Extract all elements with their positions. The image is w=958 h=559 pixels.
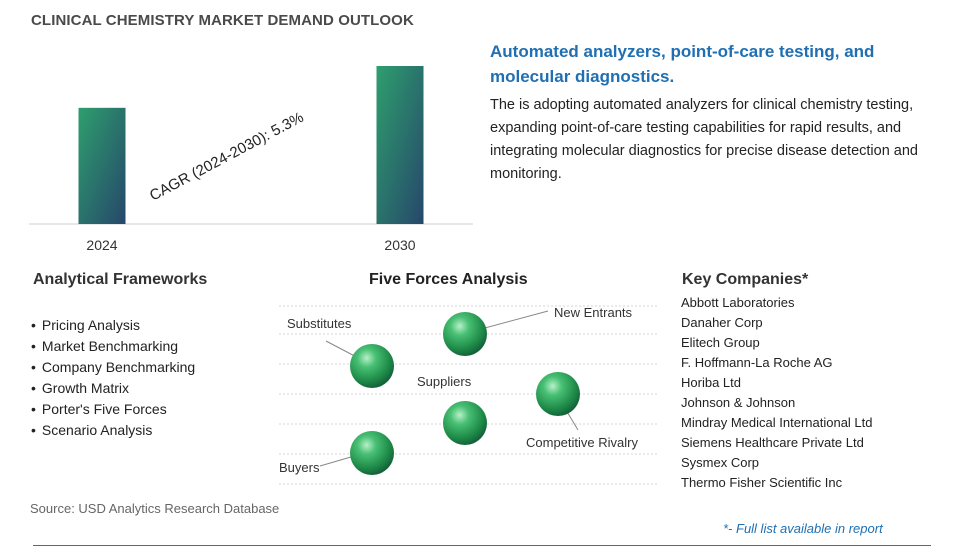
new-entrants-sphere [443, 312, 487, 356]
x-tick-label: 2024 [86, 237, 117, 253]
list-item: Growth Matrix [31, 378, 195, 399]
cagr-annotation: CAGR (2024-2030): 5.3% [147, 109, 307, 205]
page-title: CLINICAL CHEMISTRY MARKET DEMAND OUTLOOK [31, 12, 414, 29]
frameworks-heading: Analytical Frameworks [33, 271, 208, 288]
list-item: Danaher Corp [681, 315, 763, 330]
buyers-sphere [350, 431, 394, 475]
key-companies-heading: Key Companies* [682, 271, 809, 288]
bar-chart: 2024 2030 CAGR (2024-2030): 5.3% [29, 66, 473, 253]
new-entrants-label: New Entrants [554, 305, 633, 320]
bar-2030 [376, 66, 424, 224]
competitive-rivalry-sphere [536, 372, 580, 416]
bottom-divider [33, 545, 931, 546]
buyers-label: Buyers [279, 460, 320, 475]
list-item: Elitech Group [681, 335, 760, 350]
bar-2024 [78, 107, 126, 224]
list-item: Pricing Analysis [31, 315, 195, 336]
frameworks-list: Pricing Analysis Market Benchmarking Com… [31, 315, 195, 441]
list-item: Sysmex Corp [681, 455, 760, 470]
connector-line [559, 399, 579, 431]
connector-line [325, 340, 367, 363]
suppliers-sphere [443, 401, 487, 445]
list-item: Horiba Ltd [681, 375, 741, 390]
list-item: Abbott Laboratories [681, 295, 795, 310]
list-item: Thermo Fisher Scientific Inc [681, 475, 843, 490]
list-item: Porter's Five Forces [31, 399, 195, 420]
list-item: Johnson & Johnson [681, 395, 796, 410]
connector-line [319, 451, 369, 467]
list-item: Market Benchmarking [31, 336, 195, 357]
suppliers-label: Suppliers [417, 374, 472, 389]
competitive-rivalry-label: Competitive Rivalry [526, 435, 638, 450]
substitutes-sphere [350, 344, 394, 388]
source-note: Source: USD Analytics Research Database [30, 501, 280, 516]
list-item: Mindray Medical International Ltd [681, 415, 873, 430]
list-item: Siemens Healthcare Private Ltd [681, 435, 864, 450]
key-companies-list: Abbott Laboratories Danaher Corp Elitech… [681, 293, 873, 493]
connector-line [469, 310, 549, 333]
list-item: Scenario Analysis [31, 420, 195, 441]
five-forces-heading: Five Forces Analysis [369, 271, 528, 288]
list-item: Company Benchmarking [31, 357, 195, 378]
insight-description: The is adopting automated analyzers for … [490, 97, 918, 182]
insight-headline: Automated analyzers, point-of-care testi… [490, 42, 875, 86]
substitutes-label: Substitutes [287, 316, 352, 331]
footnote: *- Full list available in report [723, 521, 883, 536]
x-tick-label: 2030 [384, 237, 415, 253]
list-item: F. Hoffmann-La Roche AG [681, 355, 833, 370]
